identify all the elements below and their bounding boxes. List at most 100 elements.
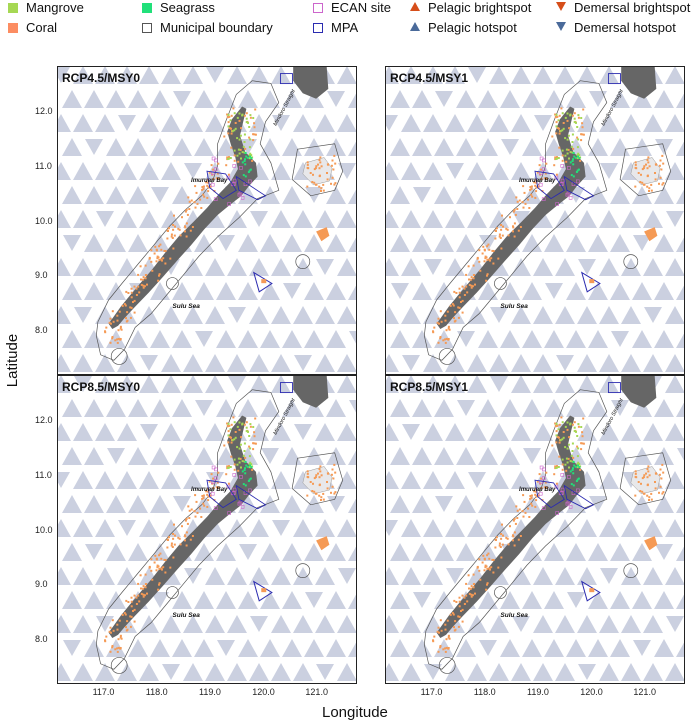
pelagic-hotspot-triangle xyxy=(227,258,247,276)
mangrove-mark xyxy=(233,149,236,152)
coral-mark xyxy=(500,247,503,250)
pelagic-hotspot-triangle xyxy=(216,330,236,348)
x-axis-title: Longitude xyxy=(322,704,388,721)
y-tick-label: 11.0 xyxy=(35,160,52,171)
coral-mark xyxy=(210,164,213,167)
mangrove-mark xyxy=(240,157,242,160)
seagrass-layer xyxy=(241,152,253,178)
demersal-hotspot-triangle xyxy=(589,496,607,512)
coral-mark xyxy=(560,107,563,110)
coral-mark xyxy=(199,507,202,510)
coral-mark xyxy=(170,233,173,236)
ecan-site-mark xyxy=(226,175,231,180)
pelagic-hotspot-triangle xyxy=(117,567,137,585)
pelagic-hotspot-triangle xyxy=(555,258,575,276)
pelagic-hotspot-triangle xyxy=(412,399,432,417)
seagrass-layer xyxy=(569,152,581,178)
coral-mark xyxy=(230,132,233,135)
coral-mark xyxy=(479,269,482,272)
coral-mark xyxy=(244,147,247,150)
pelagic-hotspot-triangle xyxy=(205,663,225,681)
coral-mark xyxy=(140,592,143,595)
coral-mark xyxy=(439,619,442,622)
mangrove-mark xyxy=(248,157,251,160)
coral-mark xyxy=(226,116,229,119)
mangrove-mark xyxy=(249,423,252,426)
panel-title: RCP4.5/MSY0 xyxy=(62,71,141,85)
pelagic-hotspot-triangle xyxy=(588,186,608,204)
pelagic-hotspot-triangle xyxy=(588,639,608,657)
pelagic-hotspot-triangle xyxy=(467,519,487,537)
coral-mark xyxy=(463,294,466,296)
coral-mark xyxy=(512,519,515,522)
pelagic-hotspot-triangle xyxy=(489,423,509,441)
coral-mark xyxy=(551,444,554,447)
coral-mark xyxy=(164,262,167,265)
coral-mark xyxy=(320,496,323,499)
pelagic-hotspot-triangle xyxy=(194,591,214,609)
coral-mark xyxy=(202,496,205,499)
coral-mark xyxy=(483,260,486,263)
pelagic-hotspot-triangle xyxy=(139,519,159,537)
coral-mark xyxy=(193,510,196,513)
pelagic-hotspot-triangle xyxy=(511,67,531,84)
demersal-hotspot-triangle xyxy=(162,664,180,680)
x-tick-label: 117.0 xyxy=(420,687,443,697)
coral-mark xyxy=(164,571,167,574)
place-label-sea: Sulu Sea xyxy=(172,303,200,310)
pelagic-hotspot-triangle xyxy=(456,90,476,108)
pelagic-hotspot-triangle xyxy=(401,258,421,276)
demersal-hotspot-triangle xyxy=(63,235,81,251)
ecan-site-mark xyxy=(238,191,243,196)
coral-mark xyxy=(545,162,548,165)
coral-mark xyxy=(642,476,645,479)
coral-mark xyxy=(455,601,458,603)
coral-mark xyxy=(660,477,663,480)
coral-mark xyxy=(498,235,501,238)
coral-mark xyxy=(654,481,656,483)
coral-mark xyxy=(191,226,194,228)
coral-mark xyxy=(209,494,212,497)
pelagic-hotspot-triangle xyxy=(205,376,225,393)
demersal-hotspot-triangle xyxy=(479,640,497,656)
pelagic-hotspot-triangle xyxy=(489,519,509,537)
coral-mark xyxy=(458,596,461,599)
seagrass-mark xyxy=(574,156,577,159)
y-tick-label: 12.0 xyxy=(35,105,53,116)
mangrove-mark xyxy=(229,466,232,468)
coral-mark xyxy=(228,465,230,468)
mangrove-mark xyxy=(567,134,570,137)
coral-mark xyxy=(105,635,108,638)
coral-mark xyxy=(315,165,318,168)
pelagic-hotspot-triangle xyxy=(386,567,399,585)
coral-mark xyxy=(505,227,508,230)
coral-mark xyxy=(645,472,647,475)
pelagic-hotspot-triangle xyxy=(401,162,421,180)
pelagic-hotspot-triangle xyxy=(621,114,641,132)
coral-mark xyxy=(642,167,645,170)
municipal-boundary xyxy=(295,254,311,269)
pelagic-hotspot-triangle xyxy=(456,138,476,156)
pelagic-hotspot-triangle xyxy=(326,330,346,348)
coral-mark xyxy=(144,264,147,267)
pelagic-hotspot-triangle xyxy=(434,543,454,561)
mpa-outline xyxy=(534,479,565,509)
pelagic-hotspot-triangle xyxy=(62,186,82,204)
mangrove-mark xyxy=(559,130,562,133)
seagrass-mark xyxy=(572,472,575,475)
pelagic-hotspot-triangle xyxy=(172,399,192,417)
demersal-hotspot-triangle xyxy=(611,331,629,347)
coral-mark xyxy=(172,533,175,535)
coral-mark xyxy=(164,250,167,252)
coral-mark xyxy=(189,229,192,232)
coral-mark xyxy=(199,198,202,201)
seagrass-mark xyxy=(246,156,249,159)
coral-mark xyxy=(109,626,112,629)
coral-mark xyxy=(512,226,515,229)
pelagic-hotspot-triangle xyxy=(304,330,324,348)
pelagic-hotspot-triangle xyxy=(282,495,302,513)
coral-mark xyxy=(146,283,148,286)
pelagic-hotspot-triangle xyxy=(348,498,356,513)
coral-mark xyxy=(166,546,169,549)
